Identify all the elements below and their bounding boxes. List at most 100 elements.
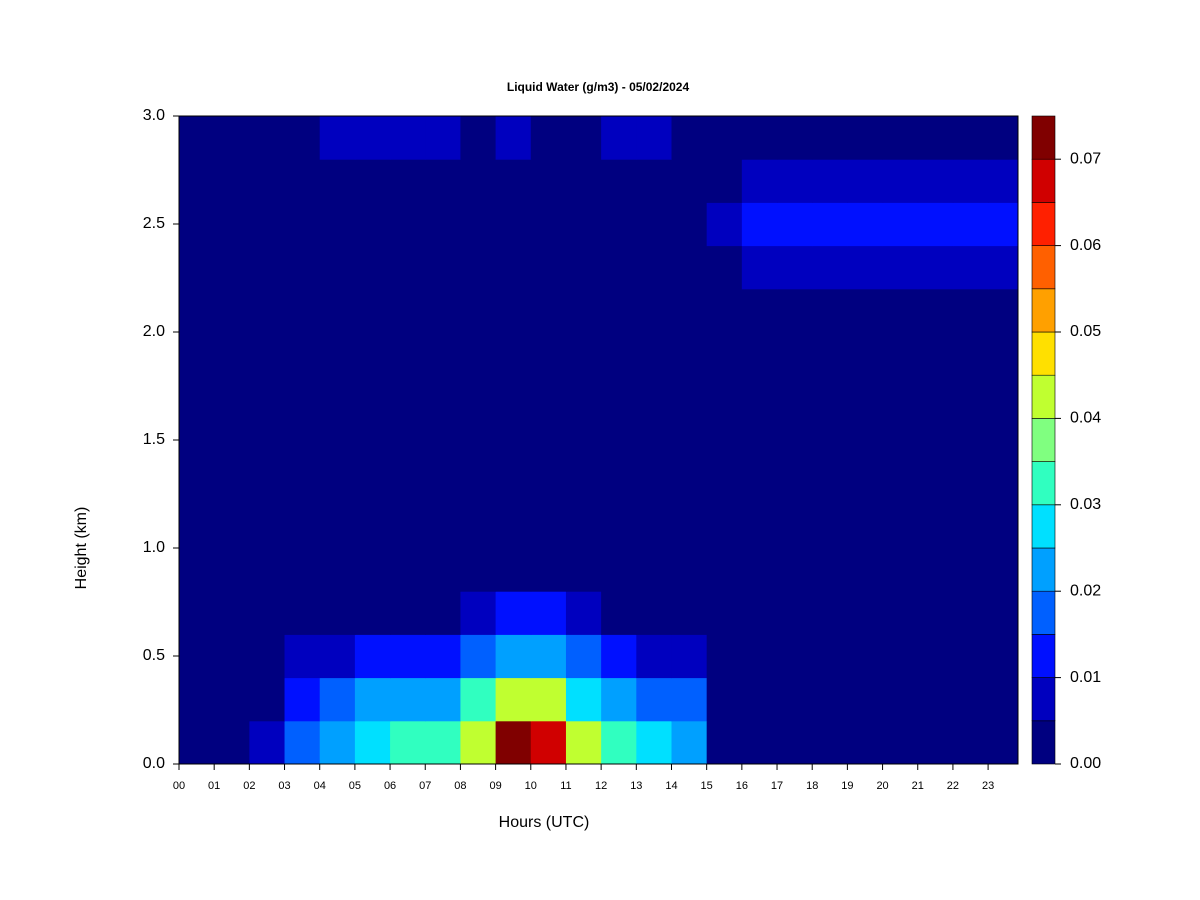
heat-cell xyxy=(495,116,532,160)
heat-cell xyxy=(636,116,672,160)
heat-cell xyxy=(390,116,426,160)
heat-cell xyxy=(988,720,1019,765)
heat-cell xyxy=(777,461,813,506)
heat-cell xyxy=(319,677,356,722)
y-tick-label: 2.5 xyxy=(143,215,165,232)
heat-cell xyxy=(354,461,391,506)
x-tick-label: 08 xyxy=(454,780,466,792)
heat-cell xyxy=(249,202,286,247)
heat-cell xyxy=(671,418,708,463)
heat-cell xyxy=(390,677,426,722)
heat-cell xyxy=(601,591,637,635)
heat-cell xyxy=(952,159,989,203)
heat-cell xyxy=(741,202,778,247)
heat-cell xyxy=(671,634,708,679)
heat-cell xyxy=(460,159,497,203)
heat-cell xyxy=(952,245,989,290)
heat-cell xyxy=(812,202,848,247)
heat-cell xyxy=(988,634,1019,679)
heat-cell xyxy=(460,504,497,549)
heat-cell xyxy=(812,634,848,679)
x-tick-label: 16 xyxy=(736,780,748,792)
heat-cell xyxy=(988,288,1019,333)
heat-cell xyxy=(988,159,1019,203)
heat-cell xyxy=(425,159,461,203)
heat-cell xyxy=(917,202,954,247)
heat-cell xyxy=(284,375,321,419)
heat-cell xyxy=(636,548,672,592)
heat-cell xyxy=(565,159,602,203)
heat-cell xyxy=(706,332,743,376)
heat-cell xyxy=(917,504,954,549)
heat-cell xyxy=(495,677,532,722)
heat-cell xyxy=(319,418,356,463)
heat-cell xyxy=(812,332,848,376)
heat-cell xyxy=(847,548,884,592)
heat-cell xyxy=(565,332,602,376)
heat-cell xyxy=(565,504,602,549)
y-tick-label: 1.5 xyxy=(143,431,165,448)
heat-cell xyxy=(179,548,215,592)
heat-cell xyxy=(319,375,356,419)
heat-cell xyxy=(319,504,356,549)
heat-cell xyxy=(319,720,356,765)
heat-cell xyxy=(249,245,286,290)
heat-cell xyxy=(460,202,497,247)
heat-cell xyxy=(495,418,532,463)
heat-cell xyxy=(601,202,637,247)
heat-cell xyxy=(847,461,884,506)
heat-cell xyxy=(179,288,215,333)
heat-cell xyxy=(882,332,919,376)
heat-cell xyxy=(460,634,497,679)
x-tick-label: 13 xyxy=(630,780,642,792)
heat-cell xyxy=(530,288,567,333)
heat-cell xyxy=(460,548,497,592)
heat-cell xyxy=(952,288,989,333)
heat-cell xyxy=(671,504,708,549)
heat-cell xyxy=(601,634,637,679)
heat-cell xyxy=(390,548,426,592)
heat-cell xyxy=(601,504,637,549)
heat-cell xyxy=(390,332,426,376)
heat-cell xyxy=(882,202,919,247)
heat-cell xyxy=(706,418,743,463)
heat-cell xyxy=(847,720,884,765)
heat-cell xyxy=(706,159,743,203)
colorbar-segment xyxy=(1031,590,1056,635)
heat-cell xyxy=(284,332,321,376)
heat-cell xyxy=(812,375,848,419)
y-tick-label: 0.5 xyxy=(143,647,165,664)
heat-cell xyxy=(460,418,497,463)
heat-cell xyxy=(812,548,848,592)
y-tick-label: 0.0 xyxy=(143,755,165,772)
heat-cell xyxy=(777,116,813,160)
heat-cell xyxy=(636,375,672,419)
heat-cell xyxy=(706,202,743,247)
heat-cell xyxy=(214,677,250,722)
heat-cell xyxy=(284,288,321,333)
heat-cell xyxy=(847,159,884,203)
heat-cell xyxy=(952,202,989,247)
heat-cell xyxy=(847,375,884,419)
heat-cell xyxy=(917,418,954,463)
heat-cell xyxy=(390,159,426,203)
heat-cell xyxy=(812,116,848,160)
heat-cell xyxy=(425,116,461,160)
heat-cell xyxy=(706,677,743,722)
heat-cell xyxy=(565,245,602,290)
heat-cell xyxy=(636,202,672,247)
heat-cell xyxy=(319,548,356,592)
colorbar-segment xyxy=(1031,634,1056,678)
heat-cell xyxy=(777,634,813,679)
heat-cell xyxy=(706,288,743,333)
heat-cell xyxy=(636,159,672,203)
heat-cell xyxy=(671,677,708,722)
heat-cell xyxy=(636,634,672,679)
heat-cell xyxy=(882,504,919,549)
heat-cell xyxy=(988,116,1019,160)
heat-cell xyxy=(601,375,637,419)
heat-cell xyxy=(249,720,286,765)
heat-cell xyxy=(601,418,637,463)
heat-cell xyxy=(847,332,884,376)
heat-cell xyxy=(847,591,884,635)
